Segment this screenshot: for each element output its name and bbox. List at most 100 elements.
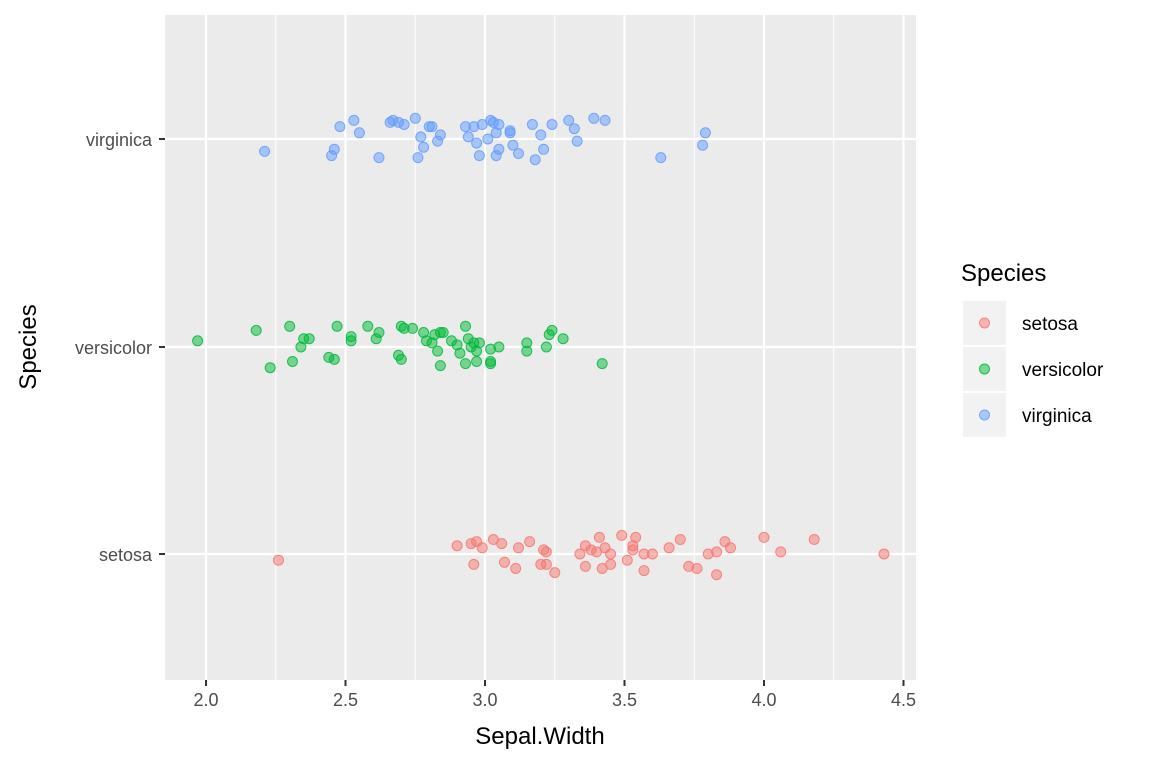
data-point-setosa (775, 546, 787, 558)
data-point-virginica (588, 112, 600, 124)
data-point-setosa (674, 534, 686, 545)
data-point-setosa (540, 546, 552, 558)
x-tick-label: 3.0 (472, 690, 497, 710)
data-point-setosa (711, 546, 723, 558)
data-point-versicolor (460, 358, 471, 370)
data-point-setosa (605, 558, 617, 570)
data-point-versicolor (471, 356, 483, 367)
data-point-virginica (418, 141, 430, 153)
legend-key-virginica (979, 409, 990, 421)
data-point-setosa (524, 536, 536, 548)
data-point-virginica (328, 143, 340, 155)
data-point-setosa (451, 540, 463, 552)
data-point-versicolor (493, 341, 505, 353)
data-point-virginica (535, 129, 547, 141)
y-tick-label: virginica (86, 130, 153, 150)
data-point-versicolor (432, 345, 444, 357)
data-point-virginica (513, 148, 524, 159)
data-point-virginica (699, 127, 711, 139)
data-point-setosa (593, 531, 605, 543)
x-tick-label: 4.0 (751, 690, 776, 710)
data-point-virginica (259, 145, 271, 157)
data-point-setosa (808, 534, 820, 545)
axis-ticks (159, 138, 905, 686)
data-point-virginica (504, 127, 516, 139)
data-point-virginica (412, 152, 424, 164)
data-point-setosa (758, 531, 770, 543)
data-point-virginica (426, 121, 438, 133)
legend-label-versicolor: versicolor (1022, 360, 1104, 381)
data-point-versicolor (596, 358, 608, 370)
data-point-virginica (373, 152, 385, 164)
data-point-versicolor (437, 327, 449, 338)
y-tick-label: versicolor (75, 338, 152, 358)
data-point-versicolor (454, 347, 466, 359)
data-point-versicolor (345, 335, 357, 347)
data-point-setosa (540, 558, 552, 570)
data-point-setosa (711, 569, 723, 581)
data-point-virginica (462, 131, 474, 143)
data-point-setosa (663, 542, 675, 554)
data-point-setosa (878, 548, 890, 560)
x-tick-label: 3.5 (612, 690, 637, 710)
data-point-virginica (471, 137, 483, 149)
data-point-setosa (468, 558, 480, 570)
legend: Species setosa versicolor virginica (961, 260, 1104, 437)
data-point-virginica (353, 127, 365, 139)
data-point-setosa (646, 548, 658, 560)
data-point-setosa (476, 542, 488, 554)
data-point-virginica (571, 135, 583, 147)
y-tick-label: setosa (99, 545, 153, 565)
data-point-setosa (725, 542, 736, 554)
x-tick-label: 4.5 (891, 690, 916, 710)
data-point-virginica (538, 143, 550, 155)
data-point-versicolor (521, 345, 533, 357)
data-point-versicolor (407, 322, 418, 334)
data-point-setosa (510, 563, 522, 574)
data-point-virginica (409, 112, 421, 124)
data-point-setosa (638, 565, 650, 577)
data-point-virginica (546, 119, 558, 130)
data-point-versicolor (331, 320, 343, 332)
data-point-virginica (599, 114, 611, 126)
data-point-versicolor (362, 320, 374, 332)
data-point-virginica (529, 154, 541, 166)
data-point-setosa (621, 554, 633, 566)
data-points (192, 112, 890, 581)
x-axis-title: Sepal.Width (475, 723, 604, 750)
data-point-setosa (574, 548, 586, 560)
data-point-virginica (415, 131, 427, 143)
y-axis-title: Species (15, 304, 42, 389)
x-tick-label: 2.0 (193, 690, 218, 710)
data-point-virginica (493, 119, 505, 130)
data-point-virginica (563, 114, 575, 126)
data-point-versicolor (395, 353, 407, 365)
data-point-setosa (549, 567, 561, 579)
legend-title: Species (961, 260, 1046, 287)
legend-label-setosa: setosa (1022, 314, 1078, 335)
data-point-versicolor (250, 324, 262, 336)
data-point-virginica (434, 129, 446, 141)
data-point-versicolor (192, 335, 204, 347)
data-point-virginica (655, 152, 667, 164)
data-point-virginica (348, 114, 360, 126)
data-point-setosa (513, 542, 524, 554)
data-point-virginica (697, 139, 709, 151)
data-point-setosa (496, 538, 508, 550)
data-point-setosa (499, 556, 510, 568)
data-point-virginica (526, 119, 538, 130)
data-point-versicolor (557, 333, 569, 345)
data-point-versicolor (264, 362, 276, 374)
data-point-versicolor (373, 327, 385, 338)
data-point-versicolor (485, 356, 497, 367)
data-point-setosa (630, 531, 642, 543)
legend-key-versicolor (979, 363, 990, 375)
data-point-setosa (579, 560, 591, 572)
x-axis-tick-labels: 2.0 2.5 3.0 3.5 4.0 4.5 (193, 690, 916, 710)
data-point-virginica (507, 139, 519, 151)
y-axis-tick-labels: setosa versicolor virginica (75, 130, 153, 565)
x-tick-label: 2.5 (333, 690, 358, 710)
data-point-virginica (568, 123, 580, 135)
data-point-versicolor (284, 320, 296, 332)
